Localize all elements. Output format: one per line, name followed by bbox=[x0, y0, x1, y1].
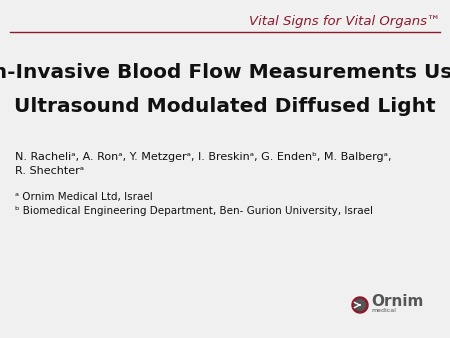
Text: N. Racheliᵃ, A. Ronᵃ, Y. Metzgerᵃ, I. Breskinᵃ, G. Endenᵇ, M. Balbergᵃ,: N. Racheliᵃ, A. Ronᵃ, Y. Metzgerᵃ, I. Br… bbox=[15, 152, 392, 162]
Text: ᵇ Biomedical Engineering Department, Ben- Gurion University, Israel: ᵇ Biomedical Engineering Department, Ben… bbox=[15, 206, 373, 216]
Text: Ornim: Ornim bbox=[371, 294, 423, 310]
Text: Vital Signs for Vital Organs™: Vital Signs for Vital Organs™ bbox=[249, 16, 440, 28]
Polygon shape bbox=[355, 299, 365, 311]
Polygon shape bbox=[352, 297, 368, 313]
Text: Non-Invasive Blood Flow Measurements Using: Non-Invasive Blood Flow Measurements Usi… bbox=[0, 63, 450, 81]
Text: medical: medical bbox=[371, 308, 396, 313]
Text: ᵃ Ornim Medical Ltd, Israel: ᵃ Ornim Medical Ltd, Israel bbox=[15, 192, 153, 202]
Text: Ultrasound Modulated Diffused Light: Ultrasound Modulated Diffused Light bbox=[14, 97, 436, 117]
Text: R. Shechterᵃ: R. Shechterᵃ bbox=[15, 166, 84, 176]
